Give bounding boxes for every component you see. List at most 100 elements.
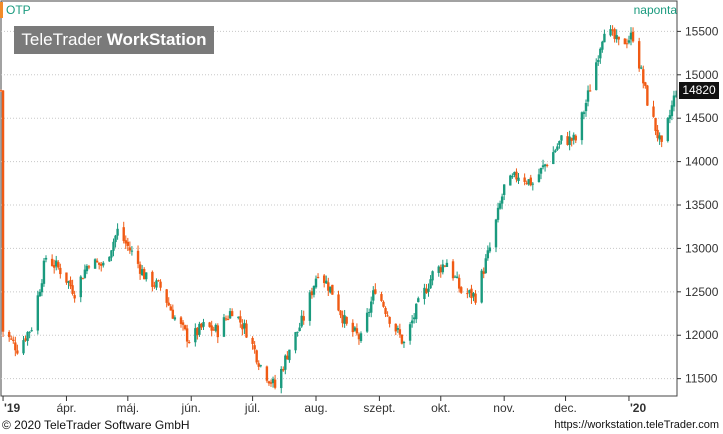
candle-body (136, 250, 140, 264)
candle-body (222, 317, 226, 337)
ticker-symbol[interactable]: OTP (6, 3, 31, 17)
candle-body (588, 90, 592, 92)
candle-body (312, 285, 316, 295)
candle-body (672, 95, 676, 107)
x-axis: '19 ápr. máj. jún. júl. aug. szept. okt. nov. dec… (2, 396, 646, 415)
x-tick-label: júl. (244, 401, 260, 415)
candle-body (14, 342, 17, 351)
candle-body (294, 332, 297, 351)
candle-body (484, 258, 487, 274)
candle-body (145, 272, 148, 280)
candle-body (482, 271, 485, 274)
candlestick-series (0, 25, 678, 394)
candle-body (198, 323, 201, 335)
candle-body (26, 332, 29, 342)
candle-body (280, 368, 283, 389)
candle-body (202, 322, 205, 327)
candle-body (24, 338, 27, 341)
candle-body (142, 269, 146, 280)
candle-body (666, 117, 670, 142)
candle-body (498, 203, 502, 209)
candle-body (165, 289, 168, 303)
candle-body (140, 269, 144, 276)
candle-body (345, 317, 348, 324)
candle-body (396, 328, 400, 330)
candle-body (185, 328, 189, 342)
candle-body (208, 322, 211, 327)
x-tick-label: nov. (493, 401, 515, 415)
candle-body (525, 182, 528, 184)
candle-body (566, 136, 569, 145)
candle-body (1, 90, 5, 332)
candle-body (130, 250, 134, 252)
candle-body (167, 302, 170, 306)
candle-body (541, 165, 545, 168)
candle-body (316, 276, 320, 278)
candle-body (545, 164, 549, 166)
candle-body (7, 331, 11, 338)
candle-body (124, 240, 127, 244)
candle-body (116, 228, 119, 236)
candle-body (554, 150, 557, 152)
candle-body (57, 262, 60, 268)
candle-body (282, 368, 285, 371)
candle-body (365, 312, 369, 332)
ticker-accent-bar (0, 2, 3, 18)
y-tick-label: 12500 (685, 285, 719, 299)
interval-label[interactable]: naponta (633, 3, 677, 17)
candle-body (65, 272, 68, 283)
candle-body (629, 32, 633, 40)
candle-body (284, 355, 287, 370)
candle-body (286, 355, 289, 360)
candle-body (110, 250, 113, 258)
candle-body (586, 90, 590, 102)
x-tick-label: okt. (431, 401, 450, 415)
candle-body (402, 342, 406, 344)
candle-body (325, 280, 328, 284)
plot-frame (0, 0, 678, 397)
candle-body (83, 269, 87, 278)
candle-body (515, 171, 518, 180)
y-axis: 11500 12000 12500 13000 13500 14000 14500 15000… (677, 24, 719, 386)
x-tick-label: jún. (181, 401, 201, 415)
candle-body (327, 282, 330, 291)
candle-body (300, 315, 303, 327)
candle-body (171, 309, 175, 319)
x-tick-label: '19 (4, 401, 21, 415)
candle-body (670, 105, 674, 117)
copyright-text: © 2020 TeleTrader Software GmbH (2, 418, 190, 432)
candle-body (343, 315, 346, 324)
candle-body (388, 316, 391, 324)
x-tick-label: szept. (363, 401, 395, 415)
candle-body (12, 339, 15, 341)
candle-body (114, 235, 117, 243)
candle-body (357, 334, 361, 340)
candle-body (529, 177, 532, 186)
candle-body (251, 338, 254, 344)
candle-body (288, 349, 291, 361)
candle-body (173, 317, 177, 320)
candle-body (500, 196, 504, 204)
candle-body (556, 146, 559, 150)
x-tick-label: dec. (554, 401, 577, 415)
candle-body (237, 316, 240, 318)
logo-text-regular: TeleTrader (21, 30, 107, 49)
candle-body (183, 325, 187, 330)
candle-body (138, 264, 142, 274)
candle-body (230, 311, 234, 317)
candle-body (429, 279, 432, 289)
source-url-link[interactable]: https://workstation.teleTrader.com (554, 419, 719, 431)
candle-body (187, 342, 191, 344)
candle-body (128, 247, 132, 251)
candle-body (273, 379, 277, 388)
candle-body (644, 82, 647, 86)
candle-body (71, 285, 74, 294)
candle-body (36, 295, 40, 331)
candle-body (97, 262, 101, 265)
candle-body (179, 317, 183, 324)
candle-body (0, 90, 3, 92)
candle-body (580, 112, 584, 141)
candle-body (568, 136, 571, 145)
candle-body (627, 40, 631, 43)
candle-body (310, 291, 314, 296)
